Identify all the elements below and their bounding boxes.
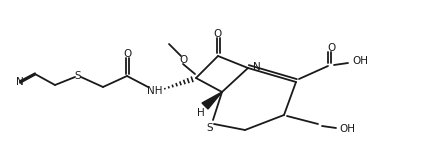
Text: O: O (214, 29, 222, 39)
Text: S: S (207, 123, 213, 133)
Text: O: O (328, 43, 336, 53)
Text: N: N (16, 77, 24, 87)
Text: N: N (253, 62, 261, 72)
Polygon shape (202, 92, 222, 109)
Text: OH: OH (339, 124, 355, 134)
Text: O: O (123, 49, 131, 59)
Text: H: H (197, 108, 205, 118)
Text: S: S (75, 71, 81, 81)
Text: NH: NH (147, 86, 163, 96)
Text: OH: OH (352, 56, 368, 66)
Text: O: O (179, 55, 187, 65)
